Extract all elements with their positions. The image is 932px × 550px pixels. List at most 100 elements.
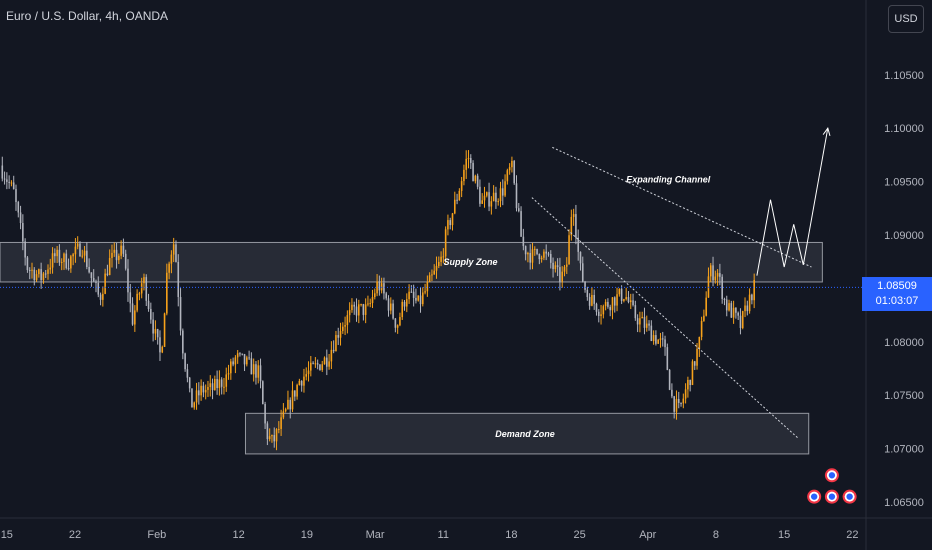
candle-body <box>444 229 447 257</box>
candle-body <box>314 363 317 365</box>
channel-line <box>552 146 812 268</box>
candle-body <box>666 347 669 370</box>
y-tick-label: 1.07000 <box>884 444 924 456</box>
candle-body <box>561 271 563 282</box>
candle-body <box>728 303 730 311</box>
candle-body <box>714 276 717 281</box>
candle-body <box>8 181 10 183</box>
candle-body <box>396 325 399 328</box>
candle-body <box>453 199 456 214</box>
candle-body <box>520 211 522 237</box>
candle-body <box>376 281 378 294</box>
zone-rect <box>0 241 823 283</box>
candle-body <box>609 306 611 311</box>
currency-button[interactable]: USD <box>888 5 924 33</box>
candle-body <box>732 307 735 318</box>
candle-body <box>166 272 168 314</box>
candle-body <box>700 320 703 337</box>
last-price-tag: 1.08509 01:03:07 <box>862 277 932 311</box>
event-marker <box>824 468 839 483</box>
candle-body <box>629 300 632 303</box>
candle-body <box>264 404 266 424</box>
candle-body <box>575 214 577 238</box>
candle-body <box>524 246 527 255</box>
candle-body <box>421 292 424 305</box>
candle-body <box>319 364 321 371</box>
candle-body <box>684 389 687 399</box>
candle-body <box>490 201 493 207</box>
event-marker-flag <box>846 493 853 500</box>
candle-body <box>691 361 694 385</box>
candle-body <box>664 339 666 348</box>
candle-body <box>570 216 573 236</box>
candle-body <box>543 251 545 258</box>
candle-body <box>458 190 461 201</box>
candle-body <box>131 303 134 325</box>
candle-body <box>207 387 209 390</box>
candle-body <box>378 281 381 291</box>
forecast-path <box>756 128 829 276</box>
candle-body <box>741 311 744 328</box>
candle-body <box>296 385 298 397</box>
candle-body <box>348 310 351 316</box>
x-tick-label: 15 <box>1 529 13 541</box>
candle-body <box>513 160 516 184</box>
candle-body <box>495 192 497 202</box>
candle-body <box>739 315 742 328</box>
candle-body <box>108 257 111 275</box>
candle-body <box>28 269 31 271</box>
candle-body <box>243 354 246 365</box>
candle-body <box>316 363 319 365</box>
candle-body <box>588 297 591 306</box>
candle-body <box>687 379 689 390</box>
candle-body <box>47 269 49 274</box>
candle-body <box>613 297 616 306</box>
candle-body <box>294 390 296 397</box>
candle-body <box>42 273 45 281</box>
candle-body <box>682 398 685 404</box>
candle-body <box>737 312 739 316</box>
candle-body <box>280 417 282 429</box>
candle-body <box>182 330 184 354</box>
candle-body <box>572 214 575 217</box>
candle-body <box>517 208 520 212</box>
candle-body <box>472 162 474 182</box>
candle-body <box>449 220 452 226</box>
candle-body <box>326 357 328 367</box>
x-tick-label: 18 <box>505 529 517 541</box>
candle-body <box>223 386 225 388</box>
candle-body <box>351 304 353 311</box>
candle-body <box>321 364 324 371</box>
candle-body <box>579 251 582 264</box>
candle-body <box>501 188 504 196</box>
event-marker-flag <box>828 472 836 479</box>
candle-body <box>225 374 228 387</box>
candle-body <box>529 253 532 263</box>
candle-body <box>371 297 374 304</box>
candle-body <box>175 244 177 262</box>
candle-body <box>431 274 433 276</box>
candle-body <box>645 323 648 328</box>
candle-body <box>184 353 186 370</box>
candle-body <box>303 376 305 386</box>
x-tick-label: 15 <box>778 529 790 541</box>
candle-body <box>106 273 109 275</box>
candle-body <box>709 265 712 277</box>
candle-body <box>248 357 250 359</box>
candle-body <box>250 358 253 375</box>
candle-body <box>63 253 65 263</box>
candle-body <box>641 316 643 319</box>
candle-body <box>623 299 625 301</box>
candle-body <box>287 399 289 410</box>
candle-body <box>668 369 671 390</box>
x-tick-label: Feb <box>147 529 166 541</box>
candle-body <box>483 195 486 201</box>
candle-body <box>65 253 68 269</box>
candle-body <box>168 263 170 273</box>
candle-body <box>58 249 61 263</box>
candle-body <box>499 188 502 202</box>
y-tick-label: 1.10500 <box>884 70 924 82</box>
x-tick-label: Mar <box>366 529 385 541</box>
candle-body <box>403 301 406 307</box>
